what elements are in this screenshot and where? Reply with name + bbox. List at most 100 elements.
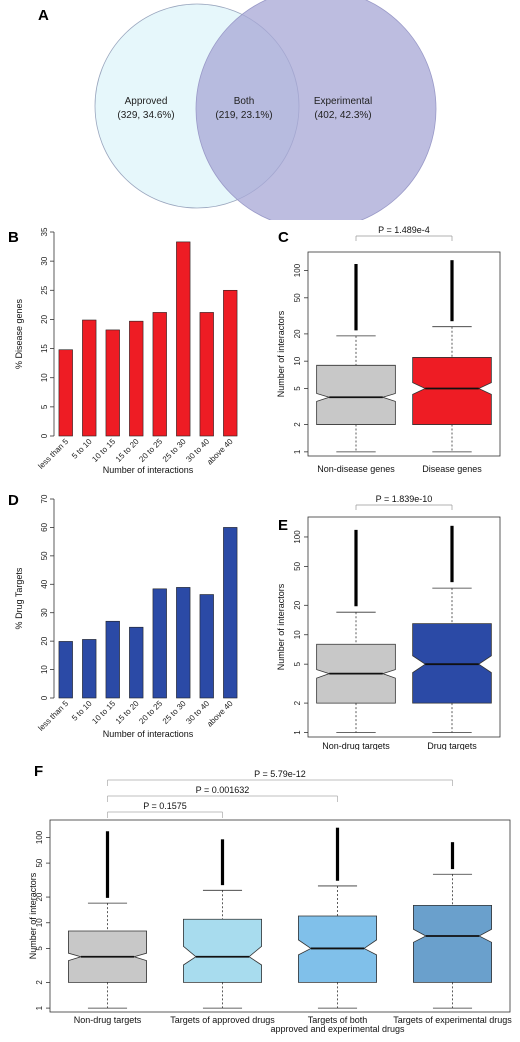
e-y-tick-label: 50: [293, 561, 302, 570]
panel-c: C 1 2 5 10 20 50 100 Number of interactors Non-d…: [260, 220, 520, 480]
f-category-label: Targets of approved drugs: [170, 1015, 275, 1025]
b-x-tick-label: 25 to 30: [161, 437, 188, 464]
f-p-value: P = 5.79e-12: [254, 769, 306, 779]
d-bar: [82, 639, 97, 699]
d-y-tick-label: 0: [40, 695, 49, 700]
d-bar: [223, 527, 238, 699]
c-y-tick-label: 10: [293, 356, 302, 365]
venn-both-label: Both: [234, 96, 255, 107]
d-y-tick-label: 30: [40, 608, 49, 617]
e-y-tick-label: 20: [293, 600, 302, 609]
c-category-label: Non-disease genes: [317, 464, 395, 474]
c-y-tick-label: 20: [293, 329, 302, 338]
f-category-label: Targets of both: [308, 1015, 368, 1025]
venn-diagram: A Approved (329, 34.6%) Both (219, 23.1%…: [38, 0, 437, 220]
d-y-tick-label: 20: [40, 636, 49, 645]
f-y-tick-label: 2: [35, 980, 44, 985]
b-y-tick-label: 10: [40, 373, 49, 382]
d-bar: [58, 641, 73, 699]
d-x-axis-label: Number of interactions: [103, 729, 194, 739]
panel-letter-c: C: [278, 229, 289, 246]
d-x-tick-label: 20 to 25: [137, 699, 164, 726]
b-x-tick-label: 20 to 25: [137, 437, 164, 464]
f-y-tick-label: 1: [35, 1005, 44, 1010]
boxplot-drug-targets: E 1 2 5 10 20 50 100 Number of interactors Non-d…: [276, 494, 501, 750]
f-category-label: approved and experimental drugs: [270, 1024, 405, 1034]
panel-letter-b: B: [8, 229, 19, 246]
panel-f: F 1 2 5 10 20 50 100 Number of interactors Non-d…: [0, 760, 520, 1042]
c-y-tick-label: 5: [293, 386, 302, 391]
f-y-axis-label: Number of interactors: [28, 872, 38, 959]
b-y-tick-label: 15: [40, 344, 49, 353]
d-bar: [129, 626, 144, 699]
f-y-tick-label: 50: [35, 858, 44, 867]
b-x-axis-label: Number of interactions: [103, 465, 194, 475]
d-bar: [105, 620, 120, 699]
c-box: [316, 364, 396, 425]
panel-letter-f: F: [34, 763, 43, 780]
f-y-tick-label: 5: [35, 946, 44, 951]
b-bar: [129, 320, 144, 437]
b-x-tick-label: above 40: [205, 437, 235, 467]
d-y-tick-label: 50: [40, 551, 49, 560]
bar-chart-drug-targets: D 0 10 20 30 40 50 60 70 % Drug Targets less than…: [8, 492, 238, 739]
f-y-tick-label: 10: [35, 918, 44, 927]
b-y-tick-label: 25: [40, 285, 49, 294]
d-y-tick-label: 70: [40, 494, 49, 503]
c-y-tick-label: 2: [293, 422, 302, 427]
e-category-label: Drug targets: [427, 741, 477, 750]
b-bar: [176, 241, 191, 437]
e-y-tick-label: 2: [293, 700, 302, 705]
venn-both-value: (219, 23.1%): [215, 110, 272, 121]
c-box: [412, 357, 492, 425]
panel-letter-d: D: [8, 492, 19, 509]
e-p-value: P = 1.839e-10: [376, 494, 433, 504]
e-y-tick-label: 5: [293, 661, 302, 666]
b-bar: [152, 312, 167, 437]
c-category-label: Disease genes: [422, 464, 482, 474]
boxplot-drug-target-classes: F 1 2 5 10 20 50 100 Number of interactors Non-d…: [28, 763, 512, 1034]
panel-a: A Approved (329, 34.6%) Both (219, 23.1%…: [0, 0, 520, 220]
venn-approved-value: (329, 34.6%): [117, 110, 174, 121]
f-category-label: Non-drug targets: [74, 1015, 142, 1025]
e-y-tick-label: 10: [293, 630, 302, 639]
b-bar: [223, 289, 238, 437]
b-y-axis-label: % Disease genes: [14, 298, 24, 369]
bar-chart-disease-genes: B 0 5 10 15 20 25 30 35 % Disease genes less than…: [8, 227, 238, 475]
b-y-tick-label: 35: [40, 227, 49, 236]
c-plot-frame: [307, 251, 501, 457]
d-x-tick-label: 15 to 20: [114, 699, 141, 726]
venn-experimental-label: Experimental: [314, 96, 372, 107]
d-x-tick-label: 25 to 30: [161, 699, 188, 726]
d-bar: [199, 594, 214, 699]
e-plot-frame: [307, 516, 501, 738]
e-y-tick-label: 100: [293, 530, 302, 544]
b-bar: [105, 329, 120, 437]
c-p-value: P = 1.489e-4: [378, 225, 430, 235]
b-y-tick-label: 20: [40, 314, 49, 323]
d-y-tick-label: 40: [40, 579, 49, 588]
d-x-tick-label: 10 to 15: [90, 699, 117, 726]
b-bar: [58, 349, 73, 437]
panel-b: B 0 5 10 15 20 25 30 35 % Disease genes less than…: [0, 220, 260, 480]
f-y-tick-label: 20: [35, 892, 44, 901]
boxplot-disease-genes: C 1 2 5 10 20 50 100 Number of interactors Non-d…: [276, 225, 501, 474]
b-y-tick-label: 0: [40, 433, 49, 438]
e-y-axis-label: Number of interactors: [276, 583, 286, 670]
venn-circle-experimental: [195, 0, 437, 220]
d-y-axis-label: % Drug Targets: [14, 567, 24, 629]
d-bar: [176, 587, 191, 699]
b-x-tick-label: 10 to 15: [90, 437, 117, 464]
panel-letter-a: A: [38, 7, 49, 24]
c-y-tick-label: 100: [293, 263, 302, 277]
b-bar: [199, 312, 214, 437]
f-p-value: P = 0.1575: [143, 801, 187, 811]
c-y-axis-label: Number of interactors: [276, 310, 286, 397]
c-y-tick-label: 1: [293, 449, 302, 454]
e-y-tick-label: 1: [293, 730, 302, 735]
b-x-tick-label: less than 5: [36, 437, 70, 471]
f-y-tick-label: 100: [35, 830, 44, 844]
b-y-tick-label: 30: [40, 256, 49, 265]
panel-letter-e: E: [278, 517, 288, 534]
f-category-label: Targets of experimental drugs: [393, 1015, 512, 1025]
